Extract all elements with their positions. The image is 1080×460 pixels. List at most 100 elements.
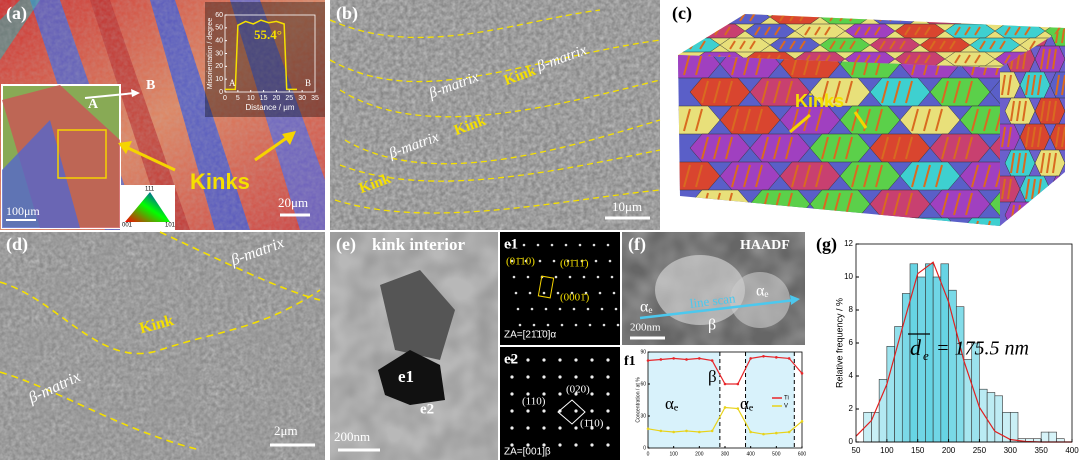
- lamella: [774, 26, 781, 36]
- lamella: [874, 26, 881, 36]
- label: 20: [273, 95, 281, 102]
- lamella: [773, 80, 781, 104]
- lamella: [1026, 231, 1029, 251]
- lamella: [821, 136, 829, 160]
- bar: [1048, 431, 1057, 443]
- lamella: [881, 80, 889, 104]
- label: (110): [522, 396, 546, 408]
- lamella: [789, 40, 796, 50]
- lamella: [971, 220, 979, 226]
- lamella: [845, 136, 853, 160]
- spot: [566, 259, 570, 263]
- label: (01̄10): [506, 256, 535, 268]
- spot: [610, 275, 614, 279]
- lamella: [905, 80, 913, 104]
- lamella: [863, 164, 871, 188]
- marker: [800, 372, 804, 375]
- marker: [685, 358, 688, 361]
- lamella: [799, 40, 806, 50]
- lamella: [864, 26, 871, 36]
- lamella: [995, 164, 1000, 188]
- grain: [1064, 201, 1065, 226]
- lamella: [1039, 14, 1046, 22]
- lamella: [1037, 126, 1042, 148]
- lamella: [1068, 127, 1071, 147]
- spot: [510, 375, 514, 379]
- lamella: [889, 14, 896, 22]
- lamella: [904, 54, 911, 64]
- lamella: [974, 54, 981, 64]
- lamella: [1031, 178, 1036, 200]
- spot: [606, 409, 610, 413]
- grain: [1034, 201, 1065, 226]
- spot: [600, 307, 604, 311]
- label: 5: [236, 95, 240, 102]
- label: 600: [798, 451, 807, 457]
- lamella: [679, 40, 686, 50]
- label: 40: [215, 38, 223, 45]
- lamella: [731, 108, 739, 132]
- label: 200nm: [334, 429, 370, 444]
- lamella: [1055, 126, 1060, 148]
- lamella: [1025, 74, 1030, 96]
- lamella: [1016, 152, 1021, 174]
- label: 200: [695, 451, 704, 457]
- lamella: [914, 54, 921, 64]
- label: A: [88, 97, 99, 112]
- lamella: [964, 54, 971, 64]
- lamella: [678, 164, 679, 188]
- lamella: [854, 54, 861, 64]
- label: 90: [640, 349, 646, 355]
- lamella: [1061, 126, 1065, 148]
- label: 111: [145, 187, 155, 193]
- lamella: [1068, 231, 1071, 251]
- spot: [558, 307, 562, 311]
- lamella: [1022, 100, 1027, 122]
- grain: [819, 37, 871, 53]
- label: Kinks: [190, 169, 250, 194]
- spot: [606, 375, 610, 379]
- spot: [526, 443, 530, 447]
- label: Kinks: [795, 91, 844, 111]
- marker: [723, 382, 727, 386]
- grain: [899, 217, 961, 226]
- lamella: [1071, 205, 1074, 225]
- lamella: [683, 108, 691, 132]
- grain: [919, 14, 971, 25]
- spot: [526, 275, 530, 279]
- spot: [510, 358, 514, 362]
- lamella: [996, 231, 999, 251]
- lamella: [974, 26, 981, 36]
- lamella: [1071, 49, 1074, 69]
- spot: [594, 259, 598, 263]
- lamella: [864, 54, 871, 64]
- spot: [596, 275, 600, 279]
- marker: [736, 382, 740, 386]
- lamella: [821, 80, 829, 104]
- marker: [749, 430, 752, 434]
- spot: [558, 392, 562, 396]
- lamella: [979, 40, 986, 50]
- spot: [510, 409, 514, 413]
- bar: [979, 388, 988, 443]
- spot: [510, 443, 514, 447]
- marker: [775, 431, 778, 435]
- lamella: [923, 108, 931, 132]
- lamella: [953, 136, 961, 160]
- bar: [878, 378, 888, 443]
- spot: [588, 323, 592, 327]
- grain: [719, 14, 771, 25]
- lamella: [929, 40, 936, 50]
- grain: [678, 37, 721, 53]
- lamella: [983, 108, 991, 132]
- label: 4: [849, 371, 854, 380]
- panel-g: (g) 50 100 150 200 250 300 350 400 0 2 4 6 8 10 12 Relat…: [816, 234, 1079, 455]
- grain: [1019, 14, 1065, 25]
- spot: [590, 375, 594, 379]
- grain: [894, 51, 946, 67]
- label: f1: [624, 354, 636, 369]
- label: 0: [643, 445, 646, 451]
- grain: [1050, 228, 1080, 254]
- lamella: [1046, 152, 1051, 174]
- lamella: [845, 192, 853, 216]
